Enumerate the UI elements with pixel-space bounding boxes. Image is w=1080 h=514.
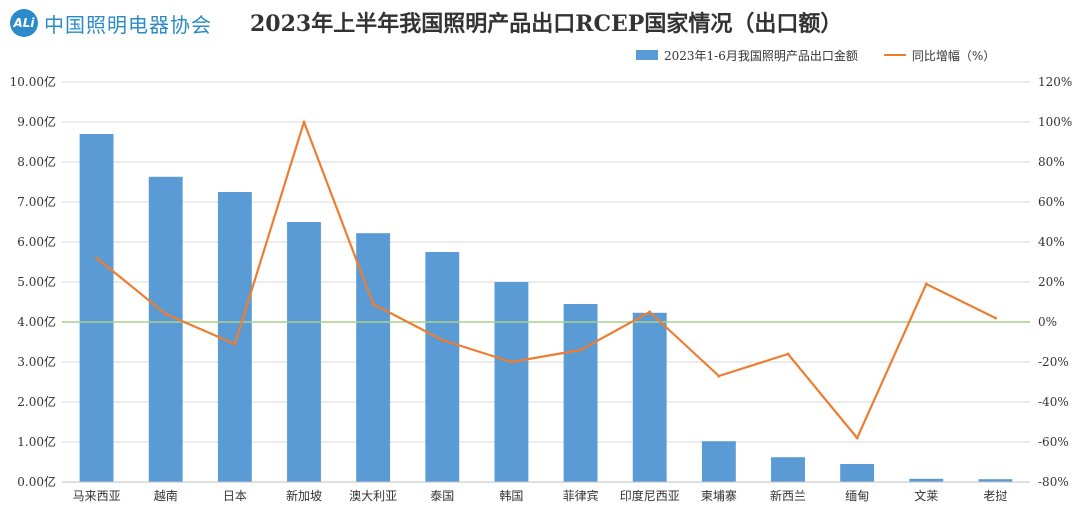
bar (978, 479, 1013, 482)
growth-rate-point (993, 316, 997, 320)
y-right-tick-label: 80% (1038, 155, 1065, 169)
x-tick-label: 韩国 (499, 488, 523, 503)
x-tick-label: 柬埔寨 (701, 488, 737, 503)
bar (494, 282, 529, 482)
bar (632, 312, 667, 482)
legend-bar-label: 2023年1-6月我国照明产品出口金额 (664, 48, 858, 63)
x-tick-label: 马来西亚 (73, 489, 121, 503)
y-left-tick-label: 7.00亿 (17, 194, 56, 209)
y-right-tick-label: 40% (1038, 235, 1065, 249)
legend-item-line: 同比增幅（%） (883, 47, 996, 64)
growth-rate-point (233, 342, 237, 346)
chart-title: 2023年上半年我国照明产品出口RCEP国家情况（出口额） (250, 11, 843, 37)
bar (701, 441, 736, 482)
y-left-tick-label: 6.00亿 (17, 234, 56, 249)
x-tick-label: 文莱 (914, 488, 938, 503)
logo-text: 中国照明电器协会 (44, 12, 212, 37)
x-tick-label: 新西兰 (770, 488, 806, 503)
bar (771, 457, 805, 482)
bar-layer (79, 134, 1013, 483)
x-tick-label: 新加坡 (286, 488, 322, 503)
x-tick-label: 菲律宾 (563, 488, 599, 503)
growth-rate-point (855, 436, 859, 440)
legend-line-swatch (883, 54, 906, 56)
y-right-tick-label: 0% (1038, 315, 1057, 329)
growth-rate-point (648, 310, 652, 314)
association-logo: ALi 中国照明电器协会 (10, 8, 212, 38)
growth-rate-point (924, 282, 928, 286)
x-tick-label: 澳大利亚 (349, 489, 397, 503)
line-layer (95, 120, 997, 440)
growth-rate-point (509, 360, 513, 364)
y-right-tick-label: -40% (1038, 395, 1069, 409)
y-right-tick-label: 20% (1038, 275, 1065, 289)
bar (217, 192, 252, 482)
growth-rate-point (302, 120, 306, 124)
growth-rate-point (786, 352, 790, 356)
x-tick-label: 日本 (223, 489, 247, 503)
growth-rate-point (95, 256, 99, 260)
y-right-tick-label: -80% (1038, 475, 1069, 489)
growth-rate-point (371, 302, 375, 306)
chart-legend: 2023年1-6月我国照明产品出口金额 同比增幅（%） (636, 46, 1021, 64)
legend-bar-swatch (636, 50, 658, 60)
growth-rate-point (164, 312, 168, 316)
y-left-tick-label: 5.00亿 (17, 274, 56, 289)
bar (287, 222, 321, 482)
growth-rate-point (717, 374, 721, 378)
y-right-tick-label: 60% (1038, 195, 1065, 209)
axis-layer: 0.00亿 1.00亿 2.00亿 3.00亿 4.00亿 5.00亿 6.00亿 7.00亿… (10, 74, 1073, 503)
y-right-tick-label: 100% (1038, 115, 1072, 129)
y-left-tick-label: 0.00亿 (17, 474, 56, 489)
bar (79, 134, 114, 482)
x-tick-label: 泰国 (430, 489, 454, 503)
chart-header: ALi 中国照明电器协会 2023年上半年我国照明产品出口RCEP国家情况（出口… (0, 0, 1080, 44)
grid-layer (62, 81, 1030, 483)
bar (148, 176, 183, 483)
growth-rate-point (579, 348, 583, 352)
x-tick-label: 老挝 (983, 489, 1007, 503)
y-left-tick-label: 4.00亿 (17, 314, 56, 329)
y-left-tick-label: 9.00亿 (17, 114, 56, 129)
growth-rate-point (440, 338, 444, 342)
legend-line-label: 同比增幅（%） (911, 48, 996, 63)
logo-mark-icon: ALi (10, 9, 38, 37)
x-tick-label: 印度尼西亚 (620, 488, 680, 503)
legend-item-bar: 2023年1-6月我国照明产品出口金额 (636, 47, 858, 64)
bar (909, 478, 944, 482)
y-left-tick-label: 10.00亿 (10, 74, 56, 89)
y-left-tick-label: 2.00亿 (17, 394, 56, 409)
bar (840, 464, 875, 482)
y-left-tick-label: 3.00亿 (17, 354, 56, 369)
bar (563, 304, 598, 482)
y-left-tick-label: 8.00亿 (17, 154, 56, 169)
bar (425, 252, 460, 482)
x-tick-label: 缅甸 (845, 489, 869, 503)
y-left-tick-label: 1.00亿 (17, 434, 56, 449)
y-right-tick-label: -60% (1038, 435, 1069, 449)
x-tick-label: 越南 (154, 488, 178, 503)
y-right-tick-label: 120% (1038, 75, 1072, 89)
growth-rate-line (95, 120, 996, 440)
y-right-tick-label: -20% (1038, 355, 1069, 369)
